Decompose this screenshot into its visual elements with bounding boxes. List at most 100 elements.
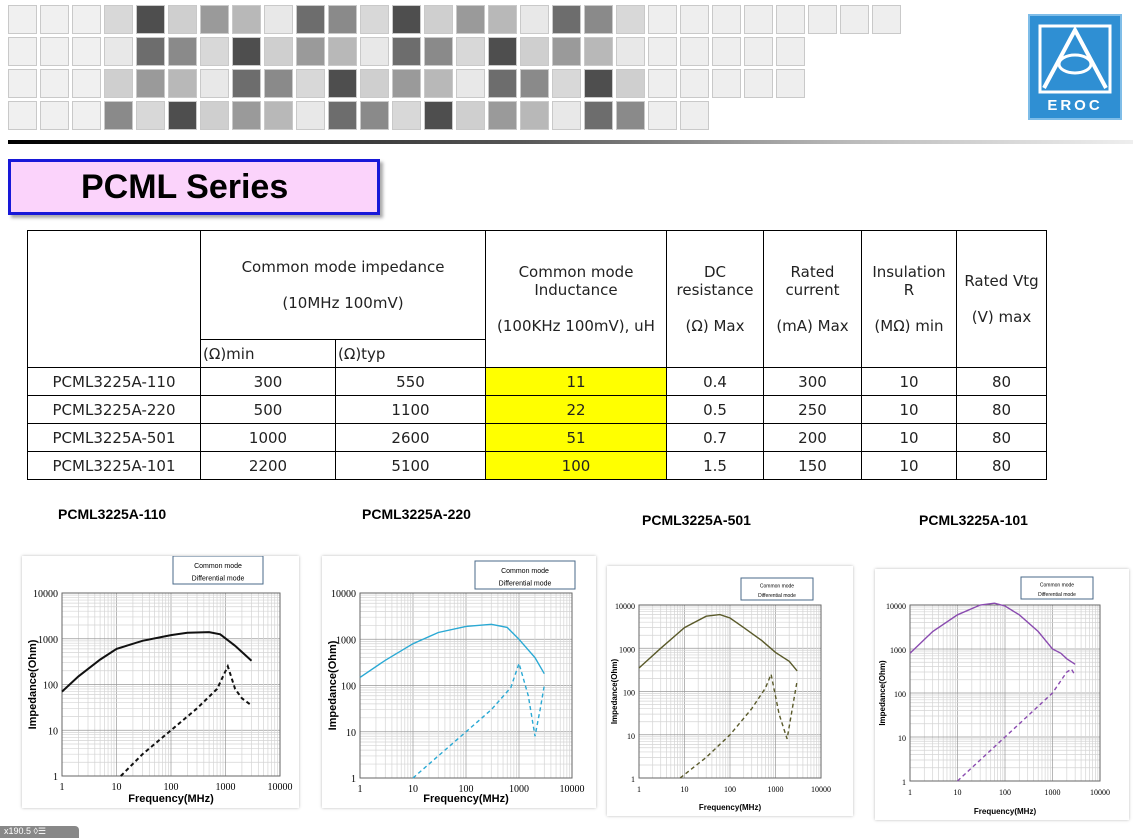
banner-tile xyxy=(808,5,837,34)
common-mode-series-line xyxy=(359,623,545,678)
table-row: PCML3225A-110 300 550 11 0.4 300 10 80 xyxy=(27,367,1047,396)
banner-tile xyxy=(680,69,709,98)
banner-tile xyxy=(40,5,69,34)
table-cell: 550 xyxy=(335,367,486,396)
banner-tile xyxy=(40,101,69,130)
table-cell: 10 xyxy=(861,451,957,480)
banner-tile xyxy=(200,101,229,130)
banner-tile xyxy=(72,37,101,66)
table-cell: 10 xyxy=(861,395,957,424)
x-tick-label: 1000 xyxy=(216,782,236,793)
table-cell: 2200 xyxy=(200,451,336,480)
legend-entry: Common mode xyxy=(194,563,242,570)
banner-tile xyxy=(552,5,581,34)
banner-tile xyxy=(40,69,69,98)
banner-tile xyxy=(104,69,133,98)
table-cell: 300 xyxy=(200,367,336,396)
part-number-cell: PCML3225A-110 xyxy=(27,367,201,396)
legend-box xyxy=(740,577,814,601)
header-vtg-label: Rated Vtg xyxy=(964,272,1039,290)
banner-tile xyxy=(840,5,869,34)
banner-tile xyxy=(584,37,613,66)
header-impedance-label: Common mode impedance xyxy=(241,258,445,276)
y-tick-label: 1 xyxy=(351,774,356,785)
banner-tile xyxy=(136,37,165,66)
header-inductance: Common mode Inductance (100KHz 100mV), u… xyxy=(485,230,667,368)
header-current-unit: (mA) Max xyxy=(776,317,849,335)
x-axis-label: Frequency(MHz) xyxy=(128,793,214,805)
x-tick-label: 100 xyxy=(724,785,736,794)
banner-tile xyxy=(456,37,485,66)
legend-entry: Common mode xyxy=(501,568,549,575)
banner-tile xyxy=(520,5,549,34)
common-mode-series-line xyxy=(638,613,798,672)
plot-frame xyxy=(909,604,1101,782)
chart-svg: 1 10 100 1000 10000 1 10 100 1000 10000 Frequency(… xyxy=(610,577,831,812)
banner-tile xyxy=(360,37,389,66)
x-tick-label: 10000 xyxy=(268,782,293,793)
banner-tile xyxy=(648,37,677,66)
legend-box xyxy=(172,556,264,585)
y-tick-label: 100 xyxy=(43,681,58,692)
table-cell: 5100 xyxy=(335,451,486,480)
y-tick-label: 1 xyxy=(53,772,58,783)
table-cell: 80 xyxy=(956,367,1047,396)
banner-tile xyxy=(232,5,261,34)
table-cell: 1.5 xyxy=(666,451,764,480)
header-current-label: Rated current xyxy=(785,263,840,299)
legend-entry: Common mode xyxy=(760,584,794,590)
y-tick-label: 100 xyxy=(894,690,906,699)
banner-tile xyxy=(488,69,517,98)
table-cell: 1100 xyxy=(335,395,486,424)
banner-tile xyxy=(8,37,37,66)
y-axis-label: Impedance(Ohm) xyxy=(27,639,39,729)
banner-tile xyxy=(104,101,133,130)
x-axis-label: Frequency(MHz) xyxy=(974,807,1037,816)
differential-mode-series-line xyxy=(957,668,1076,782)
banner-tile xyxy=(648,69,677,98)
differential-mode-series-line xyxy=(412,661,545,779)
banner-tile xyxy=(232,37,261,66)
x-tick-label: 100 xyxy=(999,788,1011,797)
table-cell: 10 xyxy=(861,423,957,452)
plot-frame xyxy=(638,604,822,779)
y-tick-label: 1000 xyxy=(890,646,906,655)
banner-tile xyxy=(360,5,389,34)
header-divider xyxy=(8,140,1133,144)
table-cell: 100 xyxy=(485,451,667,480)
banner-tile xyxy=(168,101,197,130)
legend-box xyxy=(474,560,576,590)
legend-entry: Differential mode xyxy=(499,580,552,587)
banner-tile xyxy=(552,37,581,66)
impedance-chart: 1 10 100 1000 10000 1 10 100 1000 10000 Frequency(… xyxy=(22,556,299,808)
table-row: PCML3225A-501 1000 2600 51 0.7 200 10 80 xyxy=(27,423,1047,452)
table-cell: 51 xyxy=(485,423,667,452)
part-number-cell: PCML3225A-220 xyxy=(27,395,201,424)
banner-tile xyxy=(328,37,357,66)
banner-tile xyxy=(488,5,517,34)
table-cell: 10 xyxy=(861,367,957,396)
chart-title: PCML3225A-110 xyxy=(58,506,167,522)
banner-tile xyxy=(328,5,357,34)
banner-tile xyxy=(616,69,645,98)
banner-tile xyxy=(360,101,389,130)
banner-tile xyxy=(392,37,421,66)
header-dcr-unit: (Ω) Max xyxy=(685,317,745,335)
banner-tile xyxy=(552,101,581,130)
banner-tile xyxy=(360,69,389,98)
table-cell: 250 xyxy=(763,395,862,424)
banner-tile xyxy=(232,69,261,98)
table-cell: 80 xyxy=(956,423,1047,452)
banner-tile xyxy=(136,101,165,130)
header-insulation: Insulation R (MΩ) min xyxy=(861,230,957,368)
banner-tile xyxy=(392,69,421,98)
banner-tile xyxy=(424,101,453,130)
banner-tile xyxy=(200,37,229,66)
part-number-cell: PCML3225A-101 xyxy=(27,451,201,480)
banner-tile xyxy=(168,5,197,34)
x-tick-label: 10000 xyxy=(560,784,585,795)
logo-mark-icon xyxy=(1038,24,1112,94)
y-tick-label: 1 xyxy=(631,775,635,784)
differential-mode-series-line xyxy=(679,671,798,779)
legend-entry: Differential mode xyxy=(1038,592,1076,598)
